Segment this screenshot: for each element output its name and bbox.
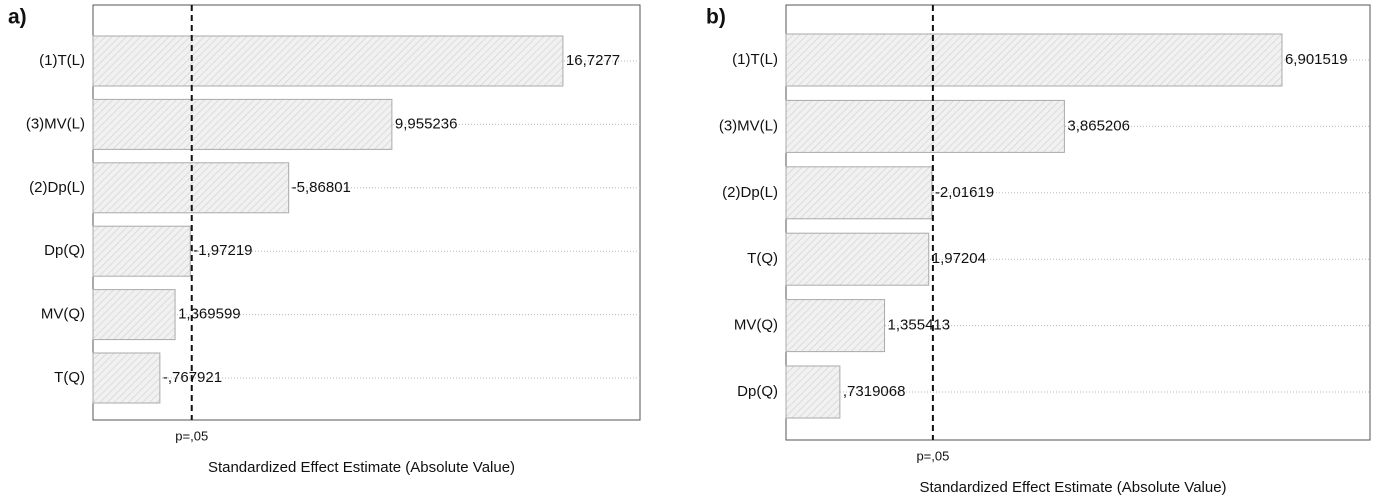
bar [785,299,886,353]
x-axis-title: Standardized Effect Estimate (Absolute V… [919,479,1226,496]
panel-label: a) [8,6,27,29]
category-label: (3)MV(L) [26,115,85,132]
bar [785,166,933,220]
category-label: (1)T(L) [39,52,85,69]
category-label: (3)MV(L) [719,117,778,134]
category-label: (2)Dp(L) [722,184,778,201]
bar [785,33,1283,87]
bar [785,99,1065,153]
panel-label: b) [706,6,726,29]
value-label: 6,901519 [1285,51,1348,68]
value-label: 9,955236 [395,115,458,132]
value-label: -2,01619 [935,184,994,201]
value-label: 1,369599 [178,306,241,323]
value-label: 16,7277 [566,52,620,69]
bar [92,35,564,87]
value-label: -5,86801 [292,179,351,196]
category-label: Dp(Q) [737,383,778,400]
category-label: (1)T(L) [732,51,778,68]
category-label: T(Q) [54,369,85,386]
category-label: Dp(Q) [44,242,85,259]
value-label: 3,865206 [1067,117,1130,134]
value-label: 1,355413 [888,317,951,334]
value-label: 1,97204 [932,250,986,267]
reference-label: p=,05 [916,448,949,463]
bar [785,232,930,286]
bar [92,352,161,404]
value-label: -1,97219 [193,242,252,259]
value-label: ,7319068 [843,383,906,400]
bar [92,98,393,150]
bar [785,365,841,419]
category-label: MV(Q) [734,317,778,334]
category-label: T(Q) [747,250,778,267]
bar [92,225,191,277]
bar [92,289,176,341]
reference-label: p=,05 [175,428,208,443]
category-label: (2)Dp(L) [29,179,85,196]
category-label: MV(Q) [41,306,85,323]
x-axis-title: Standardized Effect Estimate (Absolute V… [208,459,515,476]
